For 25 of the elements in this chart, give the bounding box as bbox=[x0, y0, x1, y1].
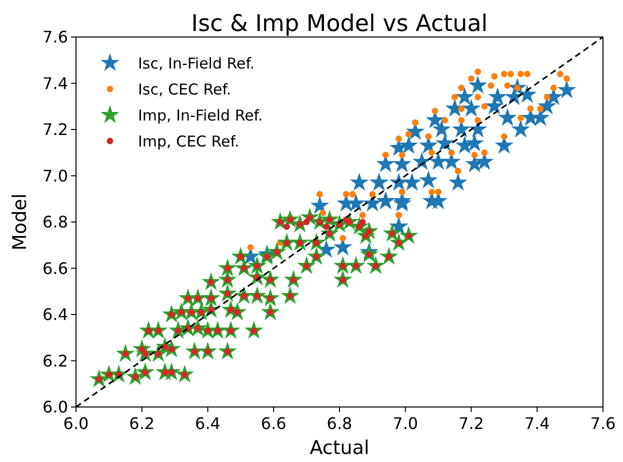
y-tick-label: 6.0 bbox=[42, 398, 68, 417]
y-tick-label: 6.2 bbox=[42, 351, 68, 370]
y-tick-label: 7.4 bbox=[42, 74, 68, 93]
legend-label: Imp, In-Field Ref. bbox=[138, 106, 263, 124]
y-tick-label: 6.6 bbox=[42, 258, 68, 278]
y-axis-title: Model bbox=[9, 193, 31, 251]
chart-title: Isc & Imp Model vs Actual bbox=[191, 11, 488, 37]
y-tick-label: 6.8 bbox=[42, 212, 68, 232]
y-tick-label: 6.4 bbox=[42, 305, 68, 324]
y-tick-label: 7.0 bbox=[42, 166, 68, 186]
x-axis-title: Actual bbox=[310, 437, 370, 459]
x-tick-label: 7.6 bbox=[590, 414, 616, 433]
x-tick-label: 6.0 bbox=[63, 414, 89, 433]
x-tick-label: 6.6 bbox=[260, 414, 286, 433]
x-tick-label: 7.4 bbox=[524, 414, 550, 433]
y-tick-label: 7.6 bbox=[42, 28, 68, 47]
legend-label: Imp, CEC Ref. bbox=[138, 132, 240, 150]
x-tick-label: 6.8 bbox=[326, 414, 352, 433]
x-tick-label: 6.4 bbox=[195, 414, 220, 433]
x-tick-label: 7.2 bbox=[458, 414, 484, 433]
legend-label: Isc, In-Field Ref. bbox=[138, 54, 255, 72]
y-tick-label: 7.2 bbox=[42, 120, 68, 140]
x-tick-label: 6.2 bbox=[129, 414, 155, 433]
x-tick-label: 7.0 bbox=[392, 414, 418, 433]
legend-label: Isc, CEC Ref. bbox=[138, 80, 232, 98]
